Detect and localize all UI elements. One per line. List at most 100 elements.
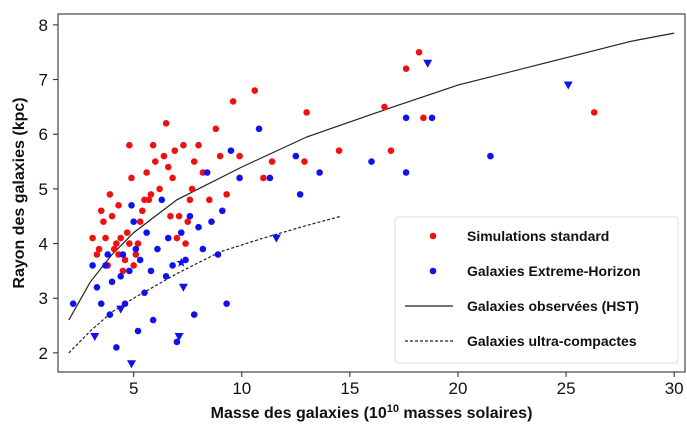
point-standard <box>175 212 183 220</box>
point-extreme-horizon <box>93 283 101 291</box>
point-standard <box>260 174 267 182</box>
legend-label: Galaxies ultra-compactes <box>467 333 637 349</box>
point-extreme-horizon <box>292 152 300 160</box>
point-standard <box>206 196 213 204</box>
legend: Simulations standard Galaxies Extreme-Hor… <box>394 216 679 364</box>
point-extreme-horizon <box>223 300 230 307</box>
point-extreme-horizon <box>195 223 202 231</box>
point-standard <box>229 98 237 105</box>
legend-box <box>394 216 679 364</box>
point-standard <box>117 234 124 242</box>
point-extreme-horizon <box>255 125 263 133</box>
point-standard <box>126 141 133 149</box>
point-standard <box>420 114 427 122</box>
y-tick-label: 3 <box>39 289 48 308</box>
point-standard <box>126 240 133 247</box>
point-extreme-horizon <box>113 344 120 351</box>
x-tick-label: 20 <box>449 379 468 398</box>
point-extreme-horizon <box>106 311 114 318</box>
point-standard <box>123 229 131 236</box>
x-tick-label: 30 <box>665 379 684 398</box>
point-standard <box>186 196 194 204</box>
point-standard <box>110 245 118 253</box>
point-standard <box>173 234 181 242</box>
y-tick-label: 4 <box>39 235 48 254</box>
point-extreme-horizon <box>89 262 96 269</box>
point-standard <box>335 147 343 154</box>
point-extreme-horizon <box>402 114 410 122</box>
point-extreme-horizon <box>266 174 274 182</box>
point-standard <box>89 234 96 242</box>
point-extreme-horizon <box>141 289 148 297</box>
point-extreme-horizon <box>108 278 116 286</box>
point-extreme-horizon <box>236 174 243 182</box>
point-standard <box>139 207 146 215</box>
point-extreme-horizon <box>186 212 194 220</box>
point-standard <box>184 218 192 225</box>
point-standard <box>212 125 220 133</box>
point-extreme-horizon <box>214 251 222 258</box>
point-standard <box>97 207 105 215</box>
y-tick-label: 5 <box>39 180 48 199</box>
x-tick-label: 25 <box>557 379 576 398</box>
point-standard <box>119 267 127 275</box>
legend-label: Simulations standard <box>467 228 609 244</box>
point-standard <box>301 158 308 165</box>
y-tick-label: 8 <box>39 16 48 35</box>
x-axis-label-sup: 10 <box>387 403 399 415</box>
point-standard <box>216 152 224 160</box>
point-extreme-horizon <box>368 158 375 165</box>
point-standard <box>121 256 129 264</box>
axis-ticks: 5 10 15 20 25 30 2 3 4 5 6 7 8 <box>39 16 684 398</box>
point-extreme-horizon-limit <box>116 305 126 314</box>
point-extreme-horizon <box>136 256 144 264</box>
point-extreme-horizon <box>169 262 176 269</box>
point-standard <box>223 191 230 198</box>
point-standard <box>415 48 423 56</box>
point-extreme-horizon <box>316 169 323 176</box>
point-extreme-horizon <box>208 218 215 225</box>
point-standard <box>171 147 179 154</box>
legend-marker-extreme <box>429 267 437 275</box>
point-standard <box>143 169 150 176</box>
point-extreme-horizon <box>177 229 185 236</box>
point-standard <box>402 65 410 72</box>
point-extreme-horizon-limit <box>178 283 188 292</box>
hst-observed-curve <box>68 32 675 321</box>
point-standard <box>128 174 135 182</box>
point-standard <box>115 201 122 209</box>
point-standard <box>236 152 243 160</box>
point-standard <box>160 152 168 160</box>
point-extreme-horizon <box>164 234 172 242</box>
y-tick-label: 2 <box>39 344 48 363</box>
point-standard <box>167 212 174 220</box>
point-standard <box>134 240 142 247</box>
x-tick-label: 5 <box>129 379 138 398</box>
point-extreme-horizon <box>147 267 155 275</box>
point-extreme-horizon <box>132 245 140 253</box>
point-extreme-horizon <box>102 262 109 269</box>
point-extreme-horizon <box>203 169 211 176</box>
point-standard <box>303 109 310 116</box>
point-extreme-horizon <box>149 316 157 324</box>
point-extreme-horizon <box>117 273 124 280</box>
y-tick-label: 6 <box>39 125 48 144</box>
x-axis-label-tail: masses solaires) <box>399 405 532 422</box>
point-standard <box>100 218 107 225</box>
point-extreme-horizon <box>69 300 77 307</box>
point-standard <box>130 262 137 269</box>
point-standard <box>151 158 159 165</box>
point-standard <box>164 163 172 171</box>
point-extreme-horizon <box>130 218 137 225</box>
point-extreme-horizon-limit <box>423 59 433 68</box>
point-standard <box>387 147 395 154</box>
point-extreme-horizon <box>402 169 410 176</box>
x-axis-label: Masse des galaxies (1010 masses solaires… <box>211 403 533 422</box>
plot-frame <box>57 13 686 373</box>
point-standard <box>169 174 176 182</box>
point-extreme-horizon <box>154 245 161 253</box>
x-tick-label: 15 <box>340 379 359 398</box>
point-extreme-horizon <box>227 147 235 154</box>
point-extreme-horizon-limit <box>90 332 100 341</box>
